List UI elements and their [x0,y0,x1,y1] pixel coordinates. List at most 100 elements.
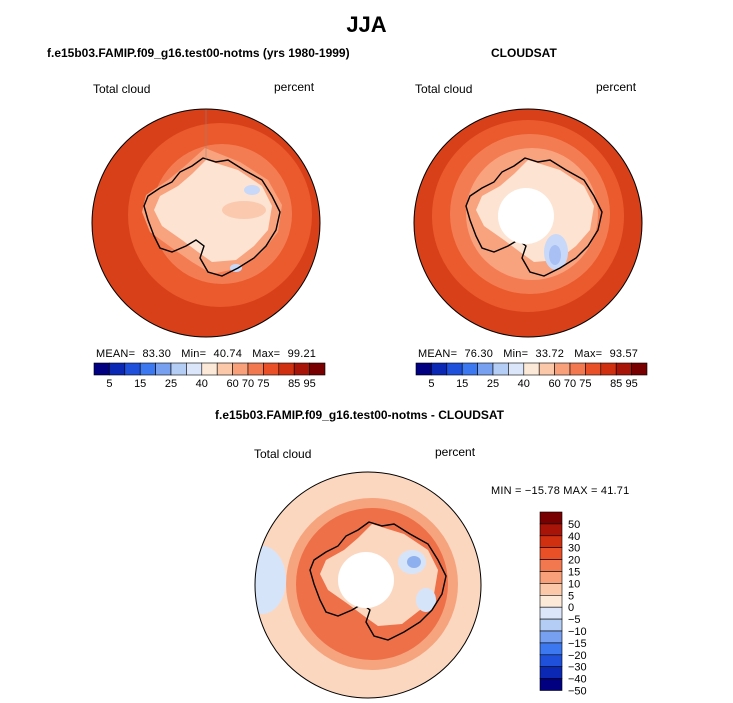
obs-colorbar-box [477,362,494,376]
obs-min-label: Min= [503,348,529,360]
diff-minmax: MIN = −15.78 MAX = 41.71 [491,485,630,497]
obs-colorbar-tick: 95 [625,378,637,390]
diff-colorbar-box [539,630,563,644]
model-colorbar-box [109,362,126,376]
diff-colorbar-box [539,571,563,584]
obs-colorbar-box [615,362,632,376]
diff-colorbar-box [539,606,563,620]
diff-colorbar-box [539,583,563,596]
diff-colorbar-box [539,642,563,656]
model-colorbar-box [93,362,110,376]
model-mean-label: MEAN= [96,348,136,360]
model-colorbar-box [170,362,187,376]
obs-colorbar-box [569,362,586,376]
diff-colorbar-box [539,547,563,560]
model-stats: MEAN= 83.30 Min= 40.74 Max= 99.21 [96,348,316,360]
model-colorbar-box [263,362,280,376]
diff-land-blue-2 [407,556,421,568]
model-colorbar-box [293,362,310,376]
diff-colorbar-tick: 20 [568,555,580,567]
model-land-ridge [222,201,266,219]
obs-colorbar-box [492,362,509,376]
obs-polar-hole [498,188,554,244]
diff-left-label: Total cloud [254,447,312,461]
diff-land-blue-3 [416,588,436,612]
diff-colorbar-tick: 40 [568,531,580,543]
obs-colorbar-box [538,362,555,376]
diff-colorbar-box [539,618,563,632]
obs-colorbar-box [554,362,571,376]
diff-map [255,472,481,698]
model-coastline [143,157,281,277]
figure-title: JJA [346,12,387,37]
diff-colorbar-box [539,678,563,691]
diff-colorbar-tick: −20 [568,650,587,662]
model-mean-value: 83.30 [142,348,172,360]
model-min-value: 40.74 [213,348,243,360]
obs-colorbar-tick: 15 [456,378,468,390]
obs-max-value: 93.57 [609,348,639,360]
diff-colorbar-box [539,535,563,548]
model-left-label: Total cloud [93,82,151,96]
model-panel-title: f.e15b03.FAMIP.f09_g16.test00-notms (yrs… [47,46,350,60]
obs-colorbar-box [585,362,602,376]
model-min-label: Min= [181,348,207,360]
model-map-border [91,108,321,338]
model-colorbar-box [232,362,249,376]
obs-colorbar-box [600,362,617,376]
obs-colorbar-box [446,362,463,376]
obs-colorbar-tick: 75 [579,378,591,390]
obs-colorbar: 5 15 25 40 60 70 75 85 95 [415,362,648,390]
model-colorbar-tick: 85 [288,378,300,390]
obs-colorbar-tick: 70 [564,378,576,390]
obs-colorbar-tick: 60 [548,378,560,390]
model-colorbar-box [186,362,203,376]
diff-colorbar-tick: −15 [568,638,587,650]
obs-land-blue-2 [549,245,561,265]
model-colorbar-tick: 25 [165,378,177,390]
diff-colorbar-tick: 0 [568,602,574,614]
diff-blue-west [255,546,286,614]
model-land-blue [244,185,260,195]
model-colorbar-box [139,362,156,376]
obs-map-border [413,108,643,338]
diff-colorbar-tick: 10 [568,578,580,590]
obs-colorbar-box [631,362,648,376]
obs-map [414,109,642,337]
model-units-label: percent [274,80,315,94]
model-colorbar-box [201,362,218,376]
obs-colorbar-tick: 25 [487,378,499,390]
obs-colorbar-box [523,362,540,376]
diff-colorbar-box [539,511,563,525]
model-max-label: Max= [252,348,281,360]
diff-colorbar-tick: 5 [568,590,574,602]
model-land [154,160,272,262]
model-colorbar-box [124,362,141,376]
obs-min-value: 33.72 [535,348,565,360]
diff-panel-title: f.e15b03.FAMIP.f09_g16.test00-notms - CL… [215,408,504,422]
model-colorbar-box [216,362,233,376]
obs-left-label: Total cloud [415,82,473,96]
diff-polar-hole [338,552,394,608]
model-colorbar-tick: 60 [226,378,238,390]
obs-panel-title: CLOUDSAT [491,46,557,60]
model-map [92,109,320,337]
diff-colorbar-box [539,654,563,667]
model-colorbar-box [309,362,326,376]
obs-max-label: Max= [574,348,603,360]
obs-mean-label: MEAN= [418,348,458,360]
obs-mean-value: 76.30 [464,348,494,360]
model-max-value: 99.21 [287,348,317,360]
model-colorbar-tick: 75 [257,378,269,390]
diff-units-label: percent [435,445,476,459]
diff-colorbar-tick: −50 [568,686,587,698]
model-colorbar-box [247,362,264,376]
diff-colorbar-tick: −5 [568,614,581,626]
obs-colorbar-tick: 40 [518,378,530,390]
model-colorbar-tick: 5 [106,378,112,390]
obs-colorbar-box [415,362,432,376]
model-colorbar-tick: 95 [303,378,315,390]
model-colorbar-tick: 70 [242,378,254,390]
obs-units-label: percent [596,80,637,94]
